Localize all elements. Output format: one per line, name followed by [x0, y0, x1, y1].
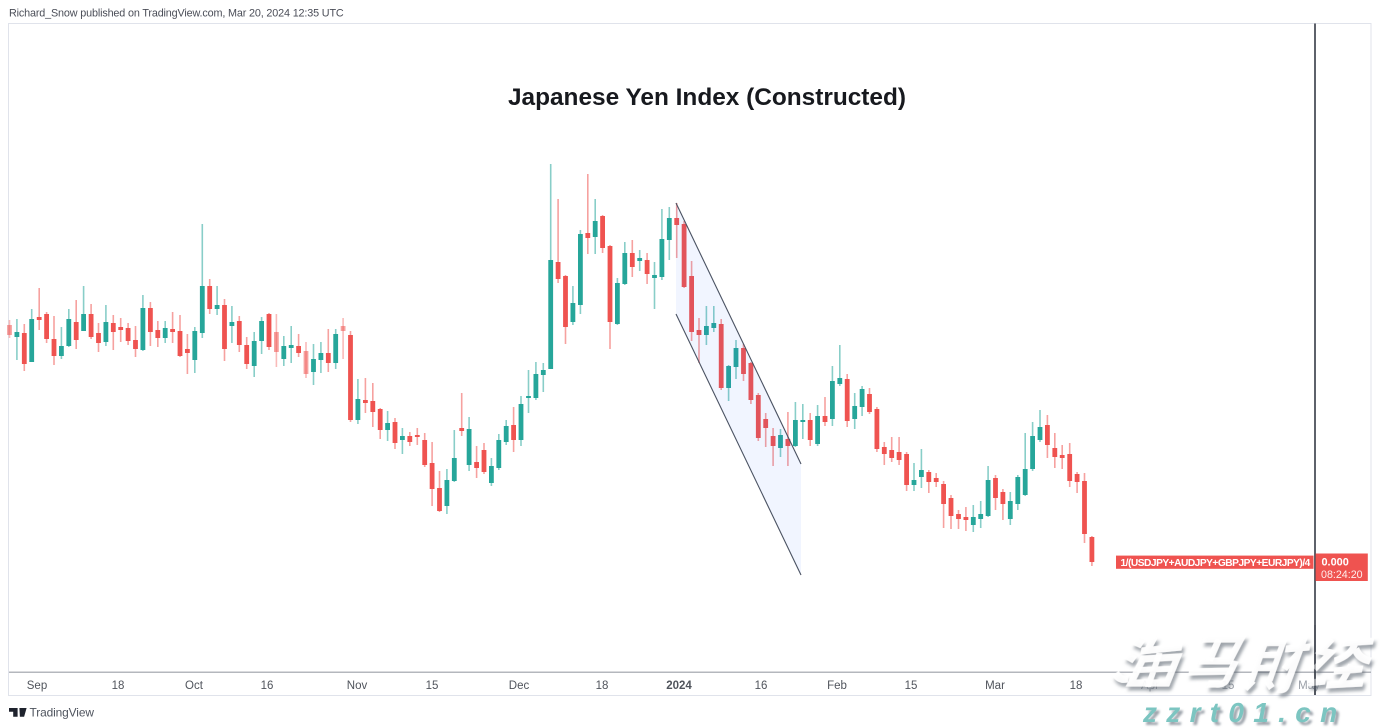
svg-text:0.000: 0.000	[1322, 556, 1349, 568]
svg-text:Nov: Nov	[347, 680, 368, 692]
svg-text:Sep: Sep	[27, 680, 47, 692]
svg-text:Oct: Oct	[185, 680, 204, 692]
svg-text:15: 15	[905, 680, 918, 692]
svg-text:Richard_Snow published on Trad: Richard_Snow published on TradingView.co…	[9, 8, 344, 20]
svg-text:Mar: Mar	[985, 680, 1005, 692]
svg-text:2024: 2024	[666, 680, 692, 692]
svg-text:15: 15	[426, 680, 439, 692]
svg-text:16: 16	[261, 680, 274, 692]
svg-text:TradingView: TradingView	[30, 706, 95, 720]
svg-text:18: 18	[1070, 680, 1083, 692]
svg-text:16: 16	[755, 680, 768, 692]
svg-text:18: 18	[112, 680, 125, 692]
svg-text:Feb: Feb	[827, 680, 847, 692]
svg-text:Japanese Yen Index (Constructe: Japanese Yen Index (Constructed)	[508, 84, 906, 111]
svg-text:1/(USDJPY+AUDJPY+GBPJPY+EURJPY: 1/(USDJPY+AUDJPY+GBPJPY+EURJPY)/4	[1121, 558, 1311, 569]
svg-text:Dec: Dec	[509, 680, 530, 692]
svg-text:18: 18	[596, 680, 609, 692]
svg-text:zzrt01.cn: zzrt01.cn	[1142, 697, 1347, 728]
svg-text:08:24:20: 08:24:20	[1321, 569, 1363, 581]
